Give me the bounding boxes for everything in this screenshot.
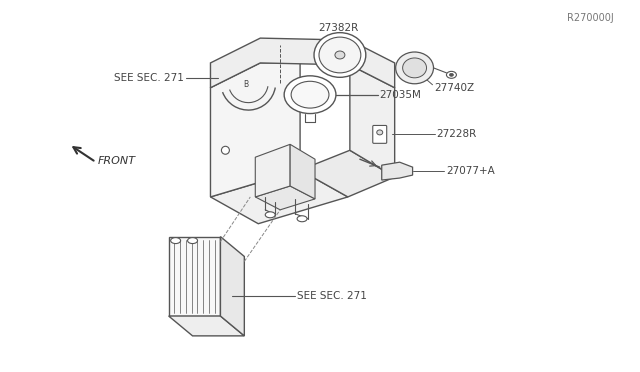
Text: SEE SEC. 271: SEE SEC. 271 bbox=[297, 291, 367, 301]
Polygon shape bbox=[255, 186, 315, 210]
Ellipse shape bbox=[335, 51, 345, 59]
Polygon shape bbox=[169, 237, 220, 316]
Ellipse shape bbox=[171, 238, 180, 244]
Polygon shape bbox=[255, 144, 290, 197]
Ellipse shape bbox=[314, 33, 366, 77]
Polygon shape bbox=[169, 316, 244, 336]
Polygon shape bbox=[211, 63, 300, 197]
Polygon shape bbox=[211, 170, 348, 224]
Ellipse shape bbox=[396, 52, 433, 84]
Ellipse shape bbox=[284, 76, 336, 113]
Polygon shape bbox=[220, 237, 244, 336]
Polygon shape bbox=[211, 38, 395, 88]
Polygon shape bbox=[381, 162, 413, 180]
Text: 27077+A: 27077+A bbox=[447, 166, 495, 176]
Ellipse shape bbox=[297, 216, 307, 222]
Text: FRONT: FRONT bbox=[98, 156, 136, 166]
Ellipse shape bbox=[291, 81, 329, 108]
Ellipse shape bbox=[221, 146, 229, 154]
Text: B: B bbox=[243, 80, 248, 89]
Text: 27035M: 27035M bbox=[380, 90, 422, 100]
Ellipse shape bbox=[449, 73, 453, 76]
Ellipse shape bbox=[403, 58, 426, 78]
Ellipse shape bbox=[319, 37, 361, 73]
Text: R270000J: R270000J bbox=[567, 13, 614, 23]
Polygon shape bbox=[350, 65, 395, 177]
Text: 27228R: 27228R bbox=[436, 129, 477, 140]
FancyBboxPatch shape bbox=[372, 125, 387, 143]
Ellipse shape bbox=[447, 71, 456, 78]
Text: 27382R: 27382R bbox=[318, 23, 358, 33]
Polygon shape bbox=[300, 150, 395, 197]
Ellipse shape bbox=[265, 212, 275, 218]
Text: 27740Z: 27740Z bbox=[435, 83, 475, 93]
Text: SEE SEC. 271: SEE SEC. 271 bbox=[114, 73, 184, 83]
Ellipse shape bbox=[188, 238, 198, 244]
Polygon shape bbox=[290, 144, 315, 199]
Ellipse shape bbox=[377, 130, 383, 135]
